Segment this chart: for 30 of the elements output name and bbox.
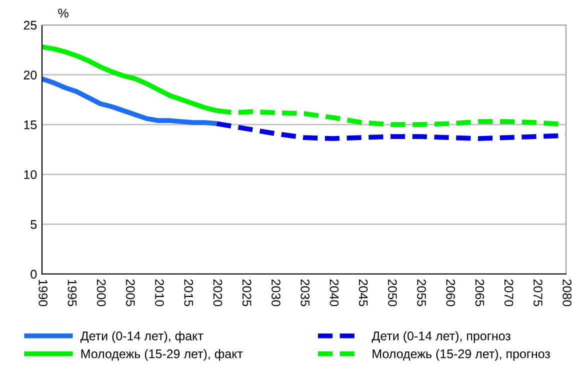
y-tick-label: 5 — [30, 220, 37, 229]
x-tick-label: 1995 — [68, 280, 77, 306]
y-tick-label: 15 — [24, 120, 37, 130]
x-tick-label: 2040 — [330, 279, 339, 306]
x-tick-label: 2055 — [417, 279, 426, 306]
y-tick-label: 0 — [30, 270, 37, 279]
x-tick-label: 2050 — [388, 279, 397, 306]
x-tick-label: 2045 — [358, 279, 368, 306]
x-tick-label: 2015 — [184, 279, 194, 306]
x-tick-label: 2020 — [213, 279, 222, 306]
x-tick-label: 2010 — [155, 279, 164, 306]
legend-label: Молодежь (15-29 лет), факт — [81, 349, 243, 361]
legend-label: Дети (0-14 лет), прогноз — [372, 331, 510, 343]
x-tick-label: 2035 — [300, 279, 310, 306]
x-tick-label: 2030 — [272, 279, 280, 306]
y-tick-label: 25 — [24, 20, 37, 30]
x-tick-label: 2025 — [242, 279, 252, 306]
y-axis-title: % — [58, 8, 68, 18]
x-tick-label: 1990 — [38, 280, 48, 306]
y-tick-label: 20 — [24, 70, 37, 80]
x-tick-label: 2075 — [534, 279, 542, 306]
legend-label: Дети (0-14 лет), факт — [80, 331, 204, 343]
y-tick-label: 10 — [24, 170, 37, 180]
x-tick-label: 2000 — [96, 279, 106, 306]
x-tick-label: 2070 — [504, 279, 514, 306]
x-tick-label: 2060 — [446, 279, 456, 306]
legend-label: Молодежь (15-29 лет), прогноз — [372, 349, 550, 361]
x-tick-label: 2065 — [475, 279, 484, 306]
x-tick-label: 2005 — [126, 279, 135, 306]
x-tick-label: 2080 — [562, 279, 572, 306]
